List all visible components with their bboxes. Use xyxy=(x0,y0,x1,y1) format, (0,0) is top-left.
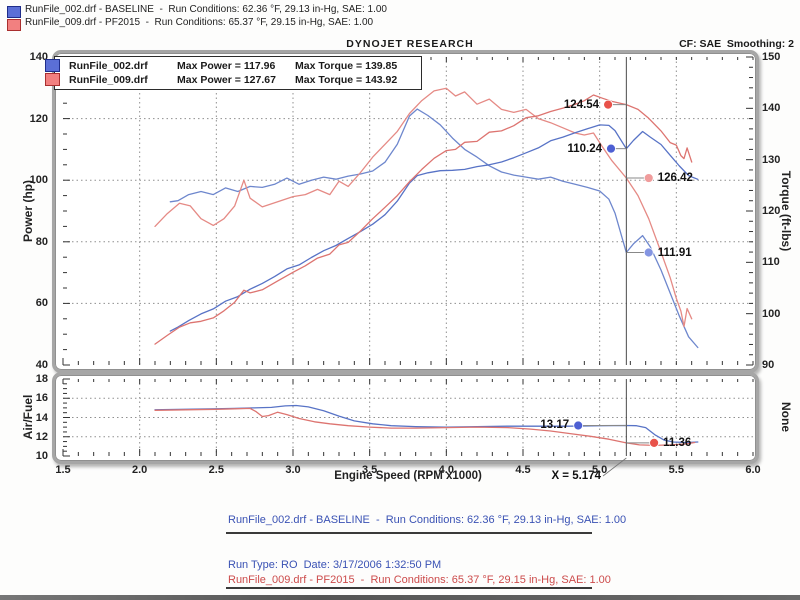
torque-axis-title: Torque (ft-lbs) xyxy=(779,170,793,252)
power-tick-label: 120 xyxy=(29,112,48,125)
rpm-tick-label: 2.0 xyxy=(132,464,148,476)
rpm-tick-label: 5.5 xyxy=(668,464,684,476)
power-tick-label: 80 xyxy=(35,235,48,248)
curve-pf2015-torque xyxy=(154,87,693,328)
marker-dot xyxy=(643,247,654,258)
rpm-tick-label: 6.0 xyxy=(745,464,761,476)
power-tick-label: 100 xyxy=(29,174,48,187)
cursor-x-value-label: X = 5.174 xyxy=(551,470,601,482)
pf2015-legend-chip xyxy=(45,73,60,86)
baseline-color-chip xyxy=(7,6,21,18)
rpm-tick-label: 5.0 xyxy=(592,464,608,476)
pf2015-run-info-line1: RunFile_009.drf - PF2015 - Run Condition… xyxy=(228,574,611,586)
marker-dot xyxy=(573,420,584,431)
legend-baseline-run: RunFile_002.drf - BASELINE - Run Conditi… xyxy=(25,4,387,15)
airfuel-tick-label: 18 xyxy=(35,373,48,385)
page-bottom-edge xyxy=(0,595,800,600)
brand-title: DYNOJET RESEARCH xyxy=(346,38,474,50)
airfuel-tick-label: 14 xyxy=(35,411,48,424)
baseline-max-torque: Max Torque = 139.85 xyxy=(295,60,398,72)
footer-separator-2 xyxy=(226,587,592,589)
marker-dot xyxy=(643,173,654,183)
legend-pf2015-run: RunFile_009.drf - PF2015 - Run Condition… xyxy=(25,17,374,28)
baseline-max-power: Max Power = 117.96 xyxy=(177,60,276,72)
baseline-run-info: RunFile_002.drf - BASELINE - Run Conditi… xyxy=(228,483,626,600)
airfuel-tick-label: 16 xyxy=(35,392,48,405)
rpm-tick-label: 2.5 xyxy=(208,464,224,476)
torque-tick-label: 110 xyxy=(762,256,780,269)
marker-value-label: 11.36 xyxy=(663,436,692,449)
pf2015-run-info: RunFile_009.drf - PF2015 - Run Condition… xyxy=(228,543,611,600)
curve-pf2015-power xyxy=(154,94,693,345)
curve-baseline-power xyxy=(169,124,699,332)
footer-separator-1 xyxy=(226,532,592,534)
power-axis-title: Power (hp) xyxy=(21,180,35,242)
rpm-tick-label: 4.0 xyxy=(438,464,454,476)
torque-tick-label: 100 xyxy=(762,307,781,320)
marker-value-label: 111.91 xyxy=(657,246,692,259)
marker-value-label: 110.24 xyxy=(567,142,602,155)
baseline-file-label: RunFile_002.drf xyxy=(69,60,148,72)
airfuel-tick-label: 10 xyxy=(35,450,48,462)
torque-tick-label: 130 xyxy=(762,153,781,166)
baseline-run-info-line1: RunFile_002.drf - BASELINE - Run Conditi… xyxy=(228,514,627,526)
pf2015-max-power: Max Power = 127.67 xyxy=(177,74,276,86)
correction-smoothing-label: CF: SAE Smoothing: 2 xyxy=(679,38,794,50)
power-tick-label: 60 xyxy=(35,297,48,310)
power-tick-label: 140 xyxy=(29,51,48,63)
pf2015-max-torque: Max Torque = 143.92 xyxy=(295,74,398,86)
torque-tick-label: 140 xyxy=(762,102,781,115)
pf2015-color-chip xyxy=(7,19,21,31)
marker-value-label: 124.54 xyxy=(563,98,600,111)
baseline-run-info-line2: Run Type: RO Date: 3/17/2006 1:32:50 PM xyxy=(228,559,442,571)
curve-baseline-torque xyxy=(169,108,699,349)
airfuel-tick-label: 12 xyxy=(35,430,48,443)
torque-tick-label: 90 xyxy=(762,359,775,371)
curve-baseline-airfuel xyxy=(154,404,699,444)
rpm-tick-label: 1.5 xyxy=(55,464,71,476)
marker-dot xyxy=(606,143,616,154)
rpm-tick-label: 3.5 xyxy=(362,464,378,476)
marker-value-label: 126.42 xyxy=(657,172,693,185)
baseline-legend-chip xyxy=(45,59,60,72)
airfuel-axis-title: Air/Fuel xyxy=(21,394,35,440)
none-axis-title: None xyxy=(779,402,793,432)
pf2015-file-label: RunFile_009.drf xyxy=(69,74,148,86)
marker-dot xyxy=(603,99,613,110)
marker-dot xyxy=(649,438,659,448)
max-values-legend: RunFile_002.drf Max Power = 117.96 Max T… xyxy=(54,56,422,90)
power-tick-label: 40 xyxy=(35,359,48,371)
torque-tick-label: 150 xyxy=(762,51,781,63)
engine-speed-axis-title: Engine Speed (RPM x1000) xyxy=(334,470,482,482)
rpm-tick-label: 4.5 xyxy=(515,464,531,476)
cursor-label-pointer xyxy=(602,457,627,477)
torque-tick-label: 120 xyxy=(762,205,781,217)
rpm-tick-label: 3.0 xyxy=(285,464,301,476)
marker-value-label: 13.17 xyxy=(540,419,570,432)
